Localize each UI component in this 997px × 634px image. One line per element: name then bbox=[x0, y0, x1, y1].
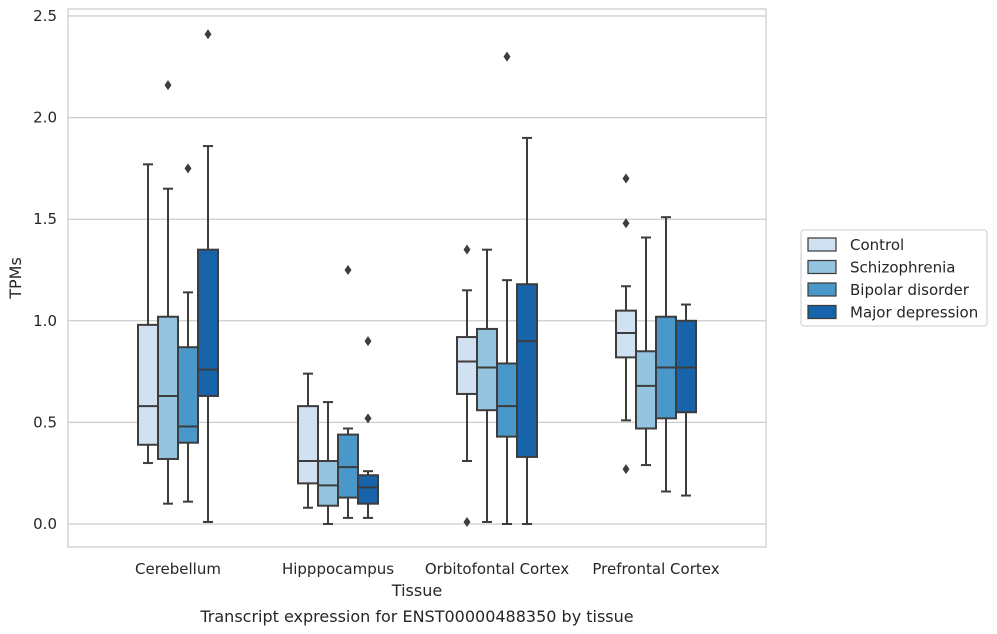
box-major-depression bbox=[357, 336, 379, 519]
y-tick-label: 0.5 bbox=[33, 413, 57, 431]
outlier-point bbox=[503, 51, 511, 62]
category-group bbox=[615, 173, 697, 497]
y-tick-label: 2.0 bbox=[33, 109, 57, 127]
box-bipolar-disorder bbox=[177, 163, 199, 503]
category-group bbox=[297, 265, 379, 525]
outlier-point bbox=[164, 80, 172, 91]
outlier-point bbox=[184, 163, 192, 174]
outlier-point bbox=[622, 218, 630, 229]
box-schizophrenia bbox=[635, 236, 657, 467]
outlier-point bbox=[344, 265, 352, 275]
box-body bbox=[137, 323, 159, 446]
outlier-point bbox=[622, 464, 630, 475]
outlier-point bbox=[364, 413, 372, 424]
box-body bbox=[456, 336, 478, 395]
outlier-point bbox=[204, 29, 212, 40]
box-body bbox=[337, 433, 359, 499]
box-body bbox=[615, 309, 637, 359]
x-ticks: Cerebellum Hipppocampus Orbitofontal Corte… bbox=[135, 560, 720, 578]
plot-background bbox=[68, 9, 766, 547]
category-group bbox=[456, 51, 538, 527]
box-body bbox=[635, 350, 657, 430]
legend-label: Bipolar disorder bbox=[850, 281, 970, 299]
outlier-point bbox=[463, 244, 471, 255]
box-control bbox=[297, 372, 319, 509]
y-tick-label: 1.0 bbox=[33, 312, 57, 330]
box-body bbox=[476, 327, 498, 412]
box-control bbox=[137, 163, 159, 465]
x-tick-label: Cerebellum bbox=[135, 560, 221, 578]
box-groups bbox=[137, 29, 697, 527]
box-body bbox=[317, 460, 339, 507]
box-major-depression bbox=[675, 303, 697, 497]
box-major-depression bbox=[197, 29, 219, 523]
box-body bbox=[675, 319, 697, 414]
legend-swatch bbox=[807, 304, 837, 320]
y-axis-title: TPMs bbox=[6, 257, 25, 300]
x-tick-label: Orbitofontal Cortex bbox=[425, 560, 569, 578]
box-body bbox=[157, 315, 179, 460]
category-group bbox=[137, 29, 219, 523]
x-axis-title: Tissue bbox=[391, 581, 442, 600]
legend-label: Control bbox=[850, 236, 904, 254]
box-bipolar-disorder bbox=[655, 216, 677, 493]
box-schizophrenia bbox=[476, 248, 498, 523]
legend-frame bbox=[800, 229, 988, 327]
y-tick-label: 0.0 bbox=[33, 515, 57, 533]
y-tick-label: 2.5 bbox=[33, 7, 57, 25]
legend-swatch bbox=[807, 237, 837, 252]
box-body bbox=[177, 346, 199, 444]
box-major-depression bbox=[516, 136, 538, 525]
legend: Control Schizophrenia Bipolar disorder Majo… bbox=[800, 229, 988, 327]
box-body bbox=[516, 283, 538, 458]
box-bipolar-disorder bbox=[496, 51, 518, 525]
y-tick-label: 1.5 bbox=[33, 210, 57, 228]
plot-frame bbox=[67, 8, 767, 548]
box-body bbox=[197, 248, 219, 397]
box-bipolar-disorder bbox=[337, 265, 359, 519]
outlier-point bbox=[622, 173, 630, 184]
box-body bbox=[297, 405, 319, 485]
legend-label: Major depression bbox=[850, 304, 978, 322]
legend-swatch bbox=[807, 282, 837, 297]
box-control bbox=[456, 244, 478, 527]
outlier-point bbox=[364, 336, 372, 347]
box-body bbox=[357, 474, 379, 505]
box-control bbox=[615, 173, 637, 475]
x-tick-label: Prefrontal Cortex bbox=[592, 560, 719, 578]
box-body bbox=[496, 362, 518, 438]
outlier-point bbox=[463, 516, 471, 527]
x-tick-label: Hipppocampus bbox=[282, 560, 394, 578]
legend-label: Schizophrenia bbox=[850, 259, 955, 277]
chart-caption: Transcript expression for ENST0000048835… bbox=[199, 607, 633, 626]
legend-swatch bbox=[807, 259, 837, 275]
y-ticks: 0.0 0.5 1.0 1.5 2.0 2.5 bbox=[33, 7, 57, 533]
